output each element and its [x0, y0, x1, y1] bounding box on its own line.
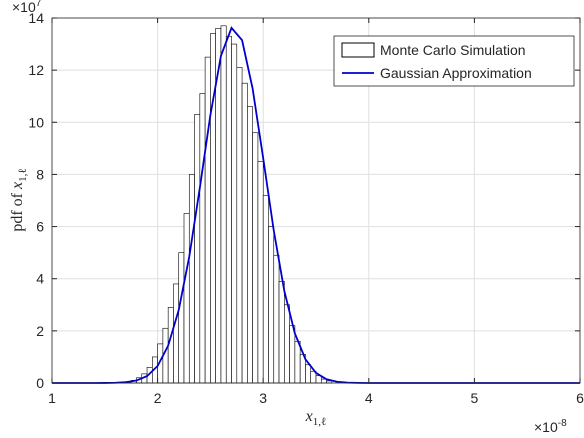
axes-box: [51, 17, 581, 384]
y-label-var: x: [9, 182, 26, 190]
y-tick-label: 14: [28, 10, 44, 26]
x-tick-label: 3: [259, 390, 267, 406]
bar: [257, 161, 264, 384]
bar: [278, 281, 285, 384]
x-multiplier-exponent: -8: [558, 418, 567, 429]
bar: [204, 56, 211, 384]
bar: [178, 252, 185, 384]
bar: [268, 226, 275, 384]
y-tick-label: 12: [28, 62, 44, 78]
bar: [252, 132, 259, 384]
bar: [225, 35, 232, 384]
x-tick-label: 6: [576, 390, 584, 406]
y-label-sub: 1,ℓ: [17, 168, 29, 182]
bar: [188, 174, 195, 384]
bar: [173, 283, 180, 384]
y-tick-label: 8: [36, 166, 44, 182]
legend-label: Gaussian Approximation: [380, 65, 532, 81]
y-label-prefix: pdf of: [9, 192, 26, 231]
bar: [273, 254, 280, 384]
bar: [199, 93, 206, 384]
x-tick-label: 5: [471, 390, 479, 406]
bar: [315, 375, 322, 384]
x-tick-label: 4: [365, 390, 373, 406]
bar: [236, 67, 243, 384]
bar: [294, 340, 301, 384]
x-axis-label: x1,ℓ: [305, 408, 327, 428]
x-label-var: x: [305, 408, 313, 425]
x-multiplier: ×10-8: [534, 418, 567, 435]
y-axis-label: pdf of x1,ℓ: [9, 168, 29, 231]
y-tick-label: 4: [36, 271, 44, 287]
bar: [289, 325, 296, 384]
y-tick-label: 6: [36, 219, 44, 235]
bar: [183, 213, 190, 384]
legend-label: Monte Carlo Simulation: [380, 42, 526, 58]
y-multiplier-base: ×10: [12, 0, 36, 15]
bar: [241, 82, 248, 384]
bar: [284, 304, 290, 384]
legend-hist-swatch: [341, 42, 375, 58]
x-tick-label: 1: [48, 390, 56, 406]
y-tick-label: 10: [28, 114, 44, 130]
bar: [194, 114, 201, 384]
y-multiplier-exponent: 7: [36, 0, 42, 9]
x-tick-label: 2: [154, 390, 162, 406]
bar: [247, 106, 253, 384]
y-tick-label: 0: [36, 375, 44, 391]
y-multiplier: ×107: [12, 0, 42, 15]
x-label-sub: 1,ℓ: [313, 416, 327, 428]
bar: [231, 43, 238, 384]
x-multiplier-base: ×10: [534, 419, 558, 435]
y-tick-label: 2: [36, 323, 44, 339]
bar: [305, 364, 312, 384]
bar: [262, 194, 269, 384]
bar: [220, 25, 227, 384]
